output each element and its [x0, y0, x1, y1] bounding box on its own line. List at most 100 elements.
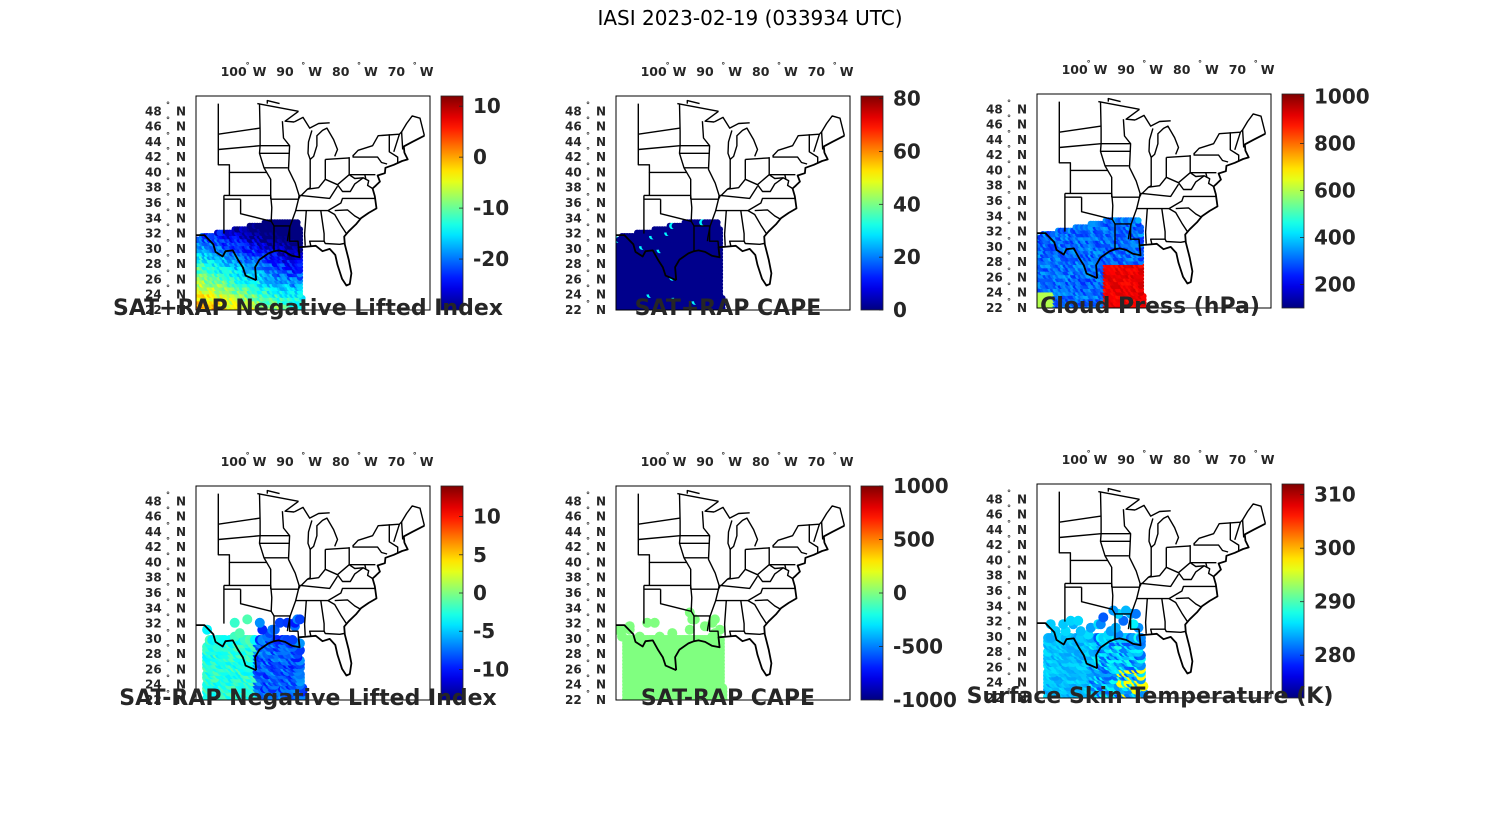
lon-hemisphere: W [420, 454, 434, 469]
lon-tick-label: 100 [221, 64, 247, 79]
state-line [400, 521, 404, 540]
mexico-border [1037, 622, 1098, 670]
lon-hemisphere: W [840, 64, 854, 79]
lat-hemisphere: N [596, 555, 606, 569]
degree-symbol: ° [1007, 687, 1011, 696]
lon-tick-label: 100 [221, 454, 247, 469]
panel-title: Cloud Press (hPa) [1040, 294, 1260, 319]
mexico-border [196, 234, 257, 282]
lat-tick-label: 48 [986, 102, 1003, 116]
panel-cloud-press: 100 ° W 90 ° W 80 ° W 70 ° W 48 ° N 46 ° N 44 ° N 42 ° N 40 ° N 38 °… [941, 58, 1381, 358]
state-line [284, 110, 299, 123]
state-line [1189, 562, 1208, 568]
state-line [217, 103, 267, 174]
state-line [1139, 573, 1180, 588]
lon-hemisphere: W [1094, 62, 1108, 77]
degree-symbol: ° [1087, 449, 1091, 458]
lat-tick-label: 42 [986, 538, 1003, 552]
degree-symbol: ° [1007, 626, 1011, 635]
degree-symbol: ° [1007, 129, 1011, 138]
lat-hemisphere: N [176, 693, 186, 707]
degree-symbol: ° [586, 689, 590, 698]
lon-tick-label: 80 [752, 64, 770, 79]
state-line [820, 131, 824, 150]
state-line [218, 535, 261, 541]
colorbar [440, 95, 464, 311]
lat-hemisphere: N [176, 135, 186, 149]
lon-tick-label: 80 [1173, 62, 1191, 77]
degree-symbol: ° [1198, 449, 1202, 458]
state-line [659, 589, 692, 612]
degree-symbol: ° [1007, 251, 1011, 260]
lon-tick-label: 70 [1229, 62, 1247, 77]
map-panel-2: 100° W 90 ° W 80 ° W 70 ° W48 ° N46 ° N44 ° N42 ° N40 ° N38 °… [986, 59, 1370, 315]
degree-symbol: ° [1007, 114, 1011, 123]
mexico-border [1037, 232, 1098, 280]
lat-tick-label: 44 [986, 133, 1003, 147]
degree-symbol: ° [1007, 175, 1011, 184]
lat-hemisphere: N [1017, 148, 1027, 162]
degree-symbol: ° [586, 536, 590, 545]
lat-tick-label: 36 [565, 586, 582, 600]
state-line [364, 564, 373, 580]
state-line [638, 127, 681, 135]
colorbar-tick-label: 1000 [1314, 84, 1370, 108]
lon-hemisphere: W [1149, 452, 1163, 467]
degree-symbol: ° [586, 299, 590, 308]
lat-hemisphere: N [176, 165, 186, 179]
lat-hemisphere: N [596, 540, 606, 554]
lat-tick-label: 34 [565, 211, 582, 225]
degree-symbol: ° [357, 61, 361, 70]
lat-tick-label: 36 [145, 586, 162, 600]
map-frame [615, 95, 851, 311]
lon-tick-label: 70 [388, 64, 406, 79]
lat-hemisphere: N [596, 494, 606, 508]
lon-hemisphere: W [1261, 62, 1275, 77]
lon-tick-label: 100 [1062, 452, 1088, 467]
degree-symbol: ° [166, 131, 170, 140]
state-line [1177, 565, 1205, 581]
degree-symbol: ° [666, 451, 670, 460]
degree-symbol: ° [1254, 449, 1258, 458]
state-line [1080, 197, 1113, 220]
state-line [772, 154, 808, 165]
lat-tick-label: 48 [145, 104, 162, 118]
degree-symbol: ° [166, 551, 170, 560]
lat-tick-label: 44 [986, 523, 1003, 537]
lat-hemisphere: N [1017, 660, 1027, 674]
degree-symbol: ° [166, 192, 170, 201]
degree-symbol: ° [586, 207, 590, 216]
mexico-border [196, 624, 257, 672]
lat-tick-label: 36 [986, 584, 1003, 598]
state-line [784, 564, 793, 580]
lon-tick-label: 70 [808, 64, 826, 79]
colorbar-tick-label: -5 [473, 619, 495, 643]
lat-hemisphere: N [596, 211, 606, 225]
state-line [1098, 490, 1140, 500]
degree-symbol: ° [586, 597, 590, 606]
state-line [637, 103, 687, 174]
colorbar-tick-label: -20 [473, 247, 509, 271]
state-line [1148, 125, 1180, 159]
state-line [745, 547, 770, 551]
degree-symbol: ° [586, 613, 590, 622]
colorbar-tick-label: 0 [473, 145, 487, 169]
degree-symbol: ° [1007, 221, 1011, 230]
panel-sat-rap-lifted-index: 100 ° W 90 ° W 80 ° W 70 ° W 48 ° N 46 ° N 44 ° N 42 ° N 40 ° N 38 °… [100, 60, 540, 360]
state-line [756, 567, 784, 583]
state-line [1149, 598, 1166, 634]
lat-tick-label: 30 [565, 242, 582, 256]
state-line [1148, 547, 1168, 578]
lon-tick-label: 80 [332, 454, 350, 469]
map-panel-0: 100° W 90 ° W 80 ° W 70 ° W48 ° N46 ° N44 ° N42 ° N40 ° N38 °… [145, 61, 509, 317]
colorbar-tick-label: 0 [473, 581, 487, 605]
state-line [284, 500, 299, 513]
state-line [400, 131, 404, 150]
coastline [1095, 132, 1266, 285]
colorbar [1281, 483, 1305, 699]
state-line [808, 134, 819, 163]
lat-hemisphere: N [176, 586, 186, 600]
degree-symbol: ° [1007, 656, 1011, 665]
lat-hemisphere: N [176, 678, 186, 692]
lat-hemisphere: N [1017, 569, 1027, 583]
